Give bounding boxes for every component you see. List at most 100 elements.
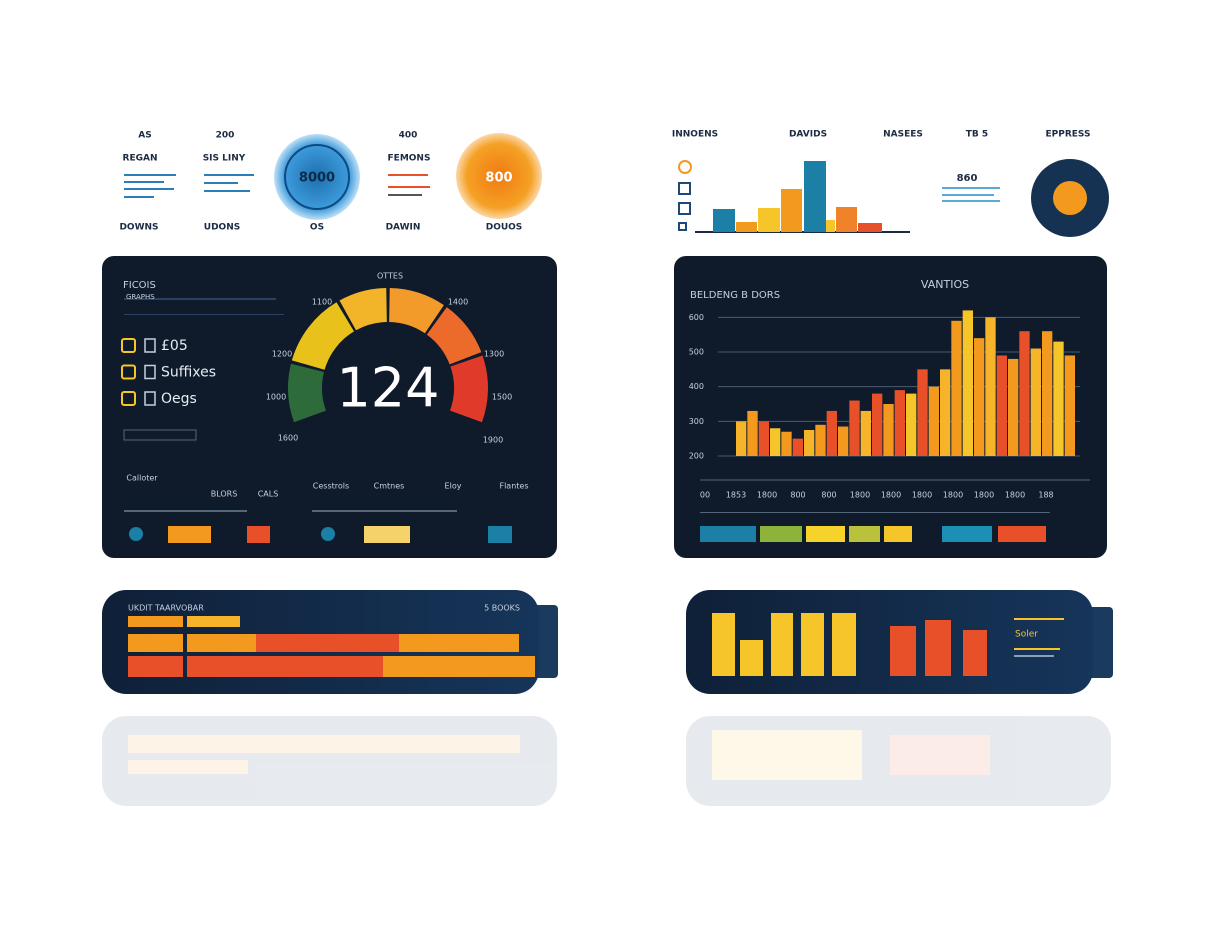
- item-icon: [144, 338, 156, 353]
- bar: [894, 390, 905, 456]
- item-icon: [121, 338, 136, 353]
- column-label: EPPRESS: [1046, 130, 1091, 140]
- stat-lines: [942, 187, 1000, 202]
- bar: [985, 317, 996, 456]
- bar-panel-swatches: [700, 479, 1090, 542]
- bar: [951, 320, 962, 456]
- gauge-segment: [450, 355, 488, 423]
- bar: [770, 428, 781, 456]
- footer-label: BLORS: [211, 490, 238, 499]
- column-label: AS: [138, 131, 151, 141]
- bar: [838, 426, 849, 456]
- x-tick-label: 1800: [974, 491, 994, 500]
- gauge-label: 1600: [278, 434, 298, 443]
- footer-label: DAWIN: [386, 223, 421, 233]
- reflection: [102, 716, 1111, 806]
- mini-bar: [781, 189, 802, 232]
- x-tick-label: 188: [1038, 491, 1053, 500]
- panel-title: UKDIT TAARVOBAR: [128, 604, 204, 613]
- footer-label: CALS: [258, 490, 279, 499]
- bar: [740, 640, 763, 676]
- x-tick-label: 1800: [850, 491, 870, 500]
- bar: [1008, 358, 1019, 456]
- hbar-segment: [128, 656, 183, 677]
- bar: [860, 410, 871, 456]
- bar: [736, 421, 747, 456]
- hbar-segment: [187, 634, 256, 652]
- bar: [781, 431, 792, 456]
- panel-note: 5 BOOKS: [484, 604, 520, 613]
- footer-label: Calloter: [126, 474, 158, 483]
- x-tick-label: 1800: [881, 491, 901, 500]
- bar: [996, 355, 1007, 456]
- x-tick-label: 1800: [943, 491, 963, 500]
- gauge-segment: [288, 363, 326, 423]
- gauge-segment: [426, 307, 482, 365]
- bar: [1042, 331, 1053, 456]
- gauge-top-label: OTTES: [377, 272, 403, 281]
- item-label: Suffixes: [161, 365, 216, 381]
- column-label: NASEES: [883, 130, 923, 140]
- item-label: £05: [161, 338, 188, 354]
- x-tick-label: 00: [700, 491, 710, 500]
- panel-header: BELDENG B DORS: [690, 290, 780, 301]
- bar: [962, 310, 973, 456]
- bar: [925, 620, 951, 676]
- bar: [928, 386, 939, 456]
- hbar-segment: [399, 634, 519, 652]
- y-tick-label: 300: [689, 417, 704, 426]
- bar: [1030, 348, 1041, 456]
- gauge-label: 1000: [266, 393, 286, 402]
- bar: [747, 410, 758, 456]
- item-icon: [144, 391, 156, 406]
- item-icon: [121, 364, 136, 380]
- bar: [792, 438, 803, 456]
- gauge-label: 1200: [272, 350, 292, 359]
- y-tick-label: 500: [689, 348, 704, 357]
- orange-dial: [456, 133, 542, 219]
- gauge-panel-decor: [123, 298, 512, 543]
- footer-label: DOUOS: [486, 223, 523, 233]
- x-tick-label: 1800: [912, 491, 932, 500]
- bar: [1064, 355, 1075, 456]
- bar: [804, 430, 815, 456]
- item-icon: [121, 391, 136, 406]
- bar: [917, 369, 928, 456]
- footer-label: Flantes: [499, 482, 528, 491]
- hbar-segment: [128, 616, 183, 627]
- mini-bar: [858, 223, 882, 232]
- mini-bar: [804, 161, 826, 232]
- bar: [1019, 331, 1030, 456]
- gauge-label: 1100: [312, 298, 332, 307]
- gauge-segment: [389, 288, 444, 334]
- bar: [712, 613, 735, 676]
- footer-label: DOWNS: [119, 223, 158, 233]
- hbar-segment: [383, 656, 535, 677]
- x-tick-label: 800: [821, 491, 836, 500]
- gauge-label: 1900: [483, 436, 503, 445]
- y-tick-label: 400: [689, 382, 704, 391]
- panel-title: FICOIS: [123, 280, 156, 291]
- top-left-lines: [124, 174, 430, 198]
- item-icon: [144, 364, 156, 380]
- mini-bar: [836, 207, 857, 232]
- gauge-label: 1500: [492, 393, 512, 402]
- bar: [963, 630, 987, 676]
- row-label: SIS LINY: [203, 154, 246, 164]
- panel-label: Soler: [1015, 630, 1038, 640]
- gauge-label: 1400: [448, 298, 468, 307]
- bar: [872, 393, 883, 456]
- bar: [849, 400, 860, 456]
- mini-bar: [736, 222, 757, 232]
- blue-dial: [274, 134, 360, 220]
- gauge-segment: [291, 302, 355, 370]
- panel-subtitle: GRAPHS: [126, 293, 155, 301]
- bar: [758, 421, 769, 456]
- column-label: INNOENS: [672, 130, 718, 140]
- bar: [906, 393, 917, 456]
- bar: [815, 424, 826, 456]
- blue-dial-ring: [284, 144, 350, 210]
- hbar-segment: [256, 634, 399, 652]
- bar: [801, 613, 824, 676]
